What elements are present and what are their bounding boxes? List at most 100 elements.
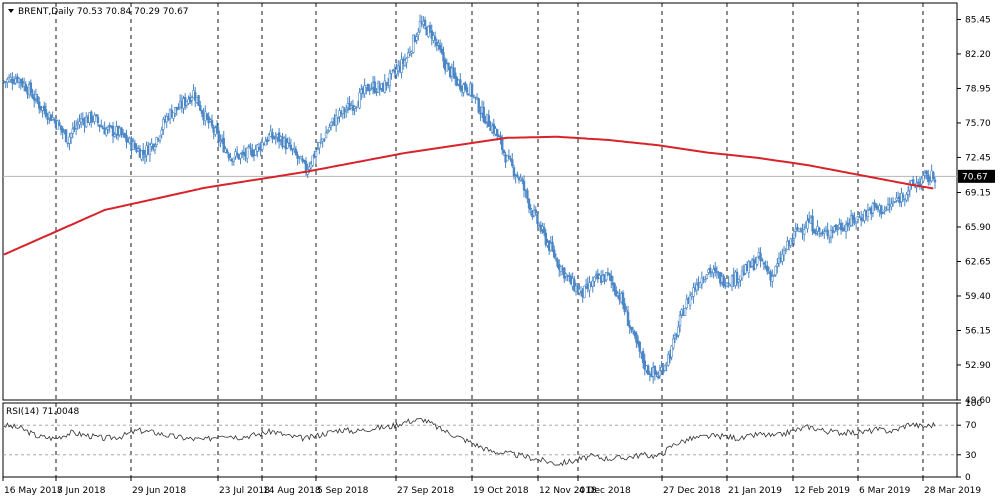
candle-body xyxy=(776,263,779,267)
current-price-tag-text: 70.67 xyxy=(962,172,988,182)
candle-body xyxy=(573,279,576,292)
candle-body xyxy=(96,116,100,124)
time-tick-label: 19 Oct 2018 xyxy=(473,486,529,496)
candle-body xyxy=(591,280,594,287)
candle-body xyxy=(158,135,162,141)
time-tick-label: 21 Jan 2019 xyxy=(728,486,782,496)
candle-body xyxy=(465,87,469,93)
time-tick-label: 4 Dec 2018 xyxy=(579,486,631,496)
candle-body xyxy=(177,108,180,111)
candle-body xyxy=(328,127,331,131)
candle-body xyxy=(626,311,630,326)
rsi-tick-label: 100 xyxy=(965,399,982,409)
candle-body xyxy=(153,146,157,151)
candle-body xyxy=(487,115,490,127)
candle-body xyxy=(536,214,539,224)
candle-body xyxy=(893,201,896,203)
candle-body xyxy=(472,95,475,97)
candle-body xyxy=(38,101,41,109)
candle-body xyxy=(175,106,178,111)
candle-body xyxy=(470,83,474,97)
candle-body xyxy=(100,125,103,128)
candle-body xyxy=(113,134,116,137)
candle-body xyxy=(709,267,712,274)
candle-body xyxy=(205,113,209,118)
candle-body xyxy=(866,209,870,217)
candle-body xyxy=(521,179,524,182)
candle-body xyxy=(286,142,289,149)
candle-body xyxy=(172,112,175,119)
candle-body xyxy=(806,220,809,229)
candle-body xyxy=(727,282,730,285)
candle-body xyxy=(551,241,554,251)
candle-body xyxy=(564,273,568,277)
candle-body xyxy=(871,203,875,214)
candle-body xyxy=(61,128,64,133)
candle-body xyxy=(839,222,843,231)
candle-body xyxy=(423,19,427,27)
candle-body xyxy=(759,252,762,261)
candle-body xyxy=(12,82,16,85)
price-tick-label: 78.95 xyxy=(965,84,991,94)
candle-body xyxy=(417,31,420,36)
candle-body xyxy=(437,42,440,46)
candle-body xyxy=(438,44,442,50)
candle-body xyxy=(784,250,787,252)
candle-body xyxy=(553,249,556,258)
candle-body xyxy=(901,194,905,198)
candle-body xyxy=(754,263,757,270)
candle-body xyxy=(160,129,163,135)
price-tick-label: 75.70 xyxy=(965,119,991,129)
candle-body xyxy=(11,78,14,84)
candle-body xyxy=(826,229,829,236)
candle-body xyxy=(475,97,479,100)
candle-body xyxy=(71,128,74,134)
candle-body xyxy=(891,201,895,205)
price-tick-label: 65.90 xyxy=(965,223,991,233)
time-tick-label: 7 Jun 2018 xyxy=(57,486,106,496)
candle-body xyxy=(519,177,522,181)
candle-body xyxy=(849,215,853,226)
candle-body xyxy=(714,267,717,272)
candle-body xyxy=(148,144,152,156)
candle-body xyxy=(811,215,814,232)
candle-body xyxy=(529,207,532,210)
candle-body xyxy=(593,276,596,282)
candle-body xyxy=(771,276,774,282)
candle-body xyxy=(479,113,482,115)
collapse-triangle-icon[interactable] xyxy=(8,9,14,13)
candle-body xyxy=(143,155,147,158)
timeframe-name: Daily xyxy=(51,7,74,17)
candle-body xyxy=(883,209,886,212)
candle-body xyxy=(314,151,318,157)
candle-body xyxy=(106,126,110,130)
candle-body xyxy=(688,295,692,306)
candle-body xyxy=(695,284,698,291)
candle-body xyxy=(329,121,333,126)
candle-body xyxy=(506,155,509,162)
candle-body xyxy=(608,273,611,276)
candle-body xyxy=(111,125,115,137)
candle-body xyxy=(762,262,766,265)
candle-body xyxy=(621,292,625,306)
moving-average-line xyxy=(3,135,934,256)
candle-body xyxy=(526,190,529,199)
candle-body xyxy=(698,282,702,288)
candle-body xyxy=(400,59,403,73)
candle-body xyxy=(881,212,885,214)
candle-body xyxy=(173,107,177,114)
candle-body xyxy=(705,274,709,279)
candle-body xyxy=(289,144,293,150)
candle-body xyxy=(78,121,81,125)
candle-body xyxy=(108,124,111,127)
candle-body xyxy=(527,198,531,209)
candle-body xyxy=(407,52,410,58)
candle-body xyxy=(672,338,675,349)
time-tick-label: 28 Mar 2019 xyxy=(924,486,981,496)
candle-body xyxy=(81,118,85,121)
candle-body xyxy=(667,354,670,366)
candle-body xyxy=(495,129,499,136)
price-tick-label: 82.20 xyxy=(965,50,991,60)
candle-body xyxy=(316,148,319,150)
